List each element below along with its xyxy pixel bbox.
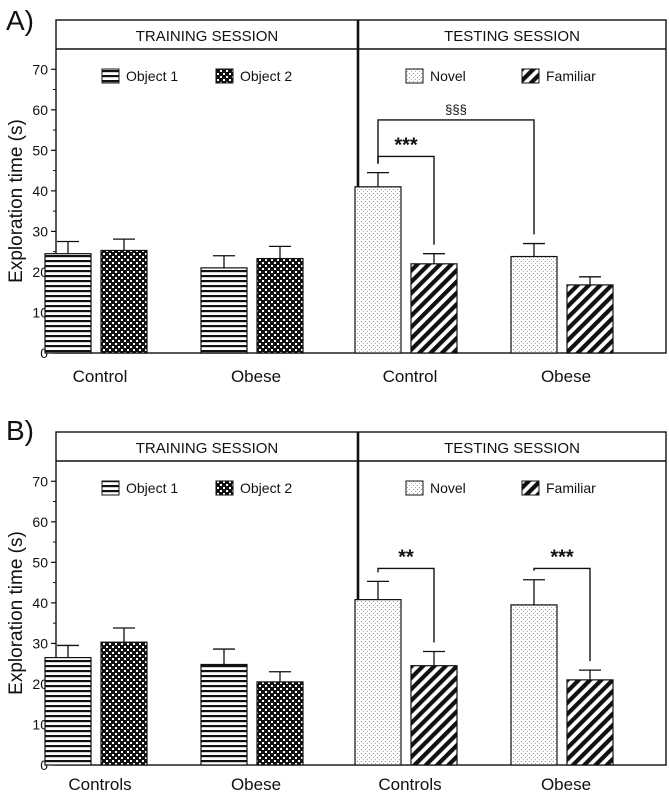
panel-b: B) 0 10 20 30 40 50 60 70 Exploration time (s) TRA… (6, 415, 667, 794)
significance-label: *** (394, 134, 418, 156)
panel-label: B) (6, 415, 34, 446)
bar (200, 663, 248, 766)
legend-swatch (215, 480, 234, 496)
significance-bracket (533, 567, 591, 662)
significance-label: §§§ (445, 102, 467, 117)
bar (44, 656, 92, 766)
y-tick-label: 0 (40, 345, 48, 361)
legend-label: Familiar (546, 68, 596, 84)
bar (200, 267, 248, 354)
y-tick-label: 50 (32, 554, 48, 570)
legend-swatch (405, 68, 424, 84)
legend-label: Novel (430, 68, 466, 84)
significance-bracket (377, 119, 535, 235)
category-label: Controls (378, 775, 441, 794)
y-tick-label: 0 (40, 757, 48, 773)
bar (566, 284, 614, 354)
legend-swatch (215, 68, 234, 84)
legend-label: Object 2 (240, 68, 292, 84)
y-tick-label: 10 (32, 304, 48, 320)
y-tick-label: 70 (32, 61, 48, 77)
category-label: Control (73, 367, 128, 386)
bar (510, 604, 558, 766)
legend-label: Novel (430, 480, 466, 496)
significance-label: ** (398, 546, 414, 568)
bar (256, 681, 304, 766)
legend-swatch (521, 480, 540, 496)
category-label: Controls (68, 775, 131, 794)
y-tick-label: 40 (32, 183, 48, 199)
y-tick-label: 10 (32, 716, 48, 732)
category-label: Control (383, 367, 438, 386)
bar (100, 641, 148, 766)
y-tick-label: 20 (32, 264, 48, 280)
panel-a: A) 0 10 20 30 40 50 60 70 Exploration time (s) TRA… (6, 5, 667, 386)
y-tick-label: 60 (32, 102, 48, 118)
session-title: TRAINING SESSION (136, 28, 279, 45)
y-axis-label: Exploration time (s) (6, 531, 27, 695)
session-title: TESTING SESSION (444, 28, 580, 45)
significance-bracket (377, 567, 435, 643)
bar (44, 253, 92, 354)
panel-label: A) (6, 5, 34, 36)
bar (510, 255, 558, 354)
y-tick-label: 30 (32, 223, 48, 239)
session-title: TRAINING SESSION (136, 440, 279, 457)
bar (410, 263, 458, 354)
bar (566, 679, 614, 766)
legend-swatch (521, 68, 540, 84)
significance-label: *** (550, 546, 574, 568)
y-tick-label: 30 (32, 635, 48, 651)
bar (354, 186, 402, 354)
category-label: Obese (231, 775, 281, 794)
bar (354, 599, 402, 766)
legend-label: Object 1 (126, 480, 178, 496)
legend-swatch (101, 68, 120, 84)
legend-swatch (405, 480, 424, 496)
y-tick-label: 50 (32, 142, 48, 158)
bar (100, 249, 148, 354)
y-tick-label: 60 (32, 514, 48, 530)
category-label: Obese (541, 367, 591, 386)
session-title: TESTING SESSION (444, 440, 580, 457)
legend-label: Object 2 (240, 480, 292, 496)
legend-label: Object 1 (126, 68, 178, 84)
category-label: Obese (231, 367, 281, 386)
y-tick-label: 40 (32, 595, 48, 611)
category-label: Obese (541, 775, 591, 794)
legend-swatch (101, 480, 120, 496)
legend-label: Familiar (546, 480, 596, 496)
bar (410, 665, 458, 766)
y-tick-label: 70 (32, 473, 48, 489)
y-axis-label: Exploration time (s) (6, 119, 27, 283)
y-tick-label: 20 (32, 676, 48, 692)
bar (256, 257, 304, 354)
